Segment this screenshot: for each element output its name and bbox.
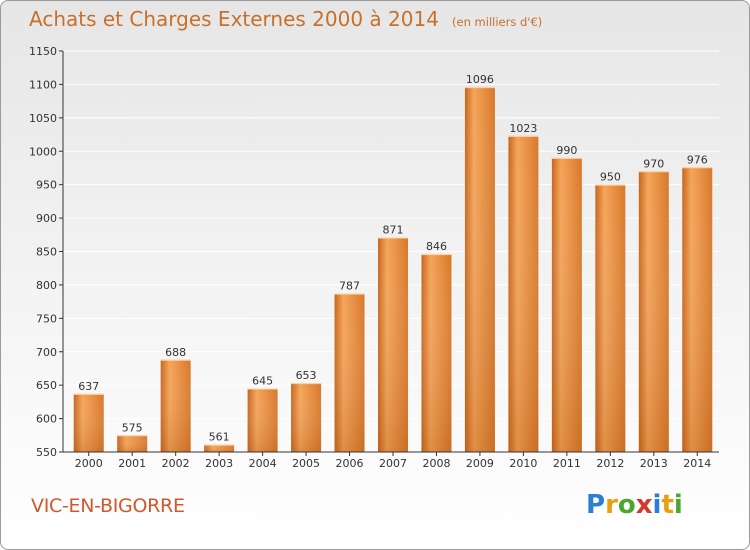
data-label: 976 [687, 153, 708, 166]
bar-shade [334, 293, 365, 452]
bar-shade [508, 135, 539, 452]
x-tick-label: 2014 [683, 457, 711, 470]
logo-letter: t [661, 490, 674, 520]
y-tick-label: 900 [36, 212, 57, 225]
logo-letter: P [586, 490, 606, 520]
logo-letter: r [605, 490, 618, 520]
data-label: 1096 [466, 73, 494, 86]
data-label: 688 [165, 346, 186, 359]
logo-letter: o [617, 490, 636, 520]
y-tick-label: 700 [36, 346, 57, 359]
data-label: 871 [383, 223, 404, 236]
x-tick-label: 2002 [162, 457, 190, 470]
x-tick-label: 2001 [118, 457, 146, 470]
data-label: 575 [122, 421, 143, 434]
logo-letter: i [673, 490, 683, 520]
x-tick-label: 2012 [596, 457, 624, 470]
x-tick-label: 2000 [75, 457, 103, 470]
bar-shade [464, 87, 495, 452]
y-tick-label: 1000 [29, 145, 57, 158]
y-tick-label: 650 [36, 379, 57, 392]
labels: 550 600 650 700 750 800 850 900 950 1000 1050 1100 1… [29, 45, 711, 470]
y-tick-label: 850 [36, 246, 57, 259]
x-tick-label: 2008 [422, 457, 450, 470]
data-label: 653 [296, 369, 317, 382]
data-label: 990 [556, 144, 577, 157]
x-tick-label: 2003 [205, 457, 233, 470]
y-tick-label: 600 [36, 413, 57, 426]
x-tick-label: 2006 [336, 457, 364, 470]
bar-shade [73, 393, 104, 452]
x-tick-label: 2004 [249, 457, 277, 470]
y-tick-label: 550 [36, 446, 57, 459]
commune-name: VIC-EN-BIGORRE [31, 495, 185, 517]
y-tick-label: 1100 [29, 78, 57, 91]
x-tick-label: 2011 [553, 457, 581, 470]
bar-shade [595, 184, 626, 452]
data-label: 1023 [509, 122, 537, 135]
y-tick-label: 950 [36, 179, 57, 192]
axes [59, 50, 719, 456]
title-main: Achats et Charges Externes 2000 à 2014 [29, 7, 439, 31]
y-tick-label: 750 [36, 312, 57, 325]
y-tick-label: 800 [36, 279, 57, 292]
x-tick-label: 2005 [292, 457, 320, 470]
chart-title: Achats et Charges Externes 2000 à 2014 (… [29, 7, 542, 31]
bar-shade [421, 254, 452, 452]
bar-shade [291, 383, 322, 452]
logo-letter: i [652, 490, 662, 520]
x-tick-label: 2007 [379, 457, 407, 470]
logo-letter: x [635, 490, 653, 520]
bar-shade [160, 359, 191, 452]
data-label: 637 [78, 380, 99, 393]
bars [73, 87, 713, 453]
proxiti-logo: Proxiti [586, 490, 683, 520]
data-label: 645 [252, 375, 273, 388]
data-label: 787 [339, 280, 360, 293]
data-label: 950 [600, 171, 621, 184]
bar-shade [551, 157, 582, 452]
x-tick-label: 2010 [509, 457, 537, 470]
x-tick-label: 2009 [466, 457, 494, 470]
bar-shade [247, 388, 278, 452]
bar-shade [638, 171, 669, 453]
bar-shade [117, 435, 148, 452]
y-tick-label: 1150 [29, 45, 57, 58]
data-label: 561 [209, 431, 230, 444]
data-label: 846 [426, 240, 447, 253]
bar-shade [204, 444, 235, 452]
y-tick-label: 1050 [29, 112, 57, 125]
bar-shade [682, 167, 713, 453]
data-label: 970 [643, 157, 664, 170]
x-tick-label: 2013 [640, 457, 668, 470]
bar-shade [378, 237, 408, 452]
title-unit: (en milliers d'€) [452, 15, 543, 29]
